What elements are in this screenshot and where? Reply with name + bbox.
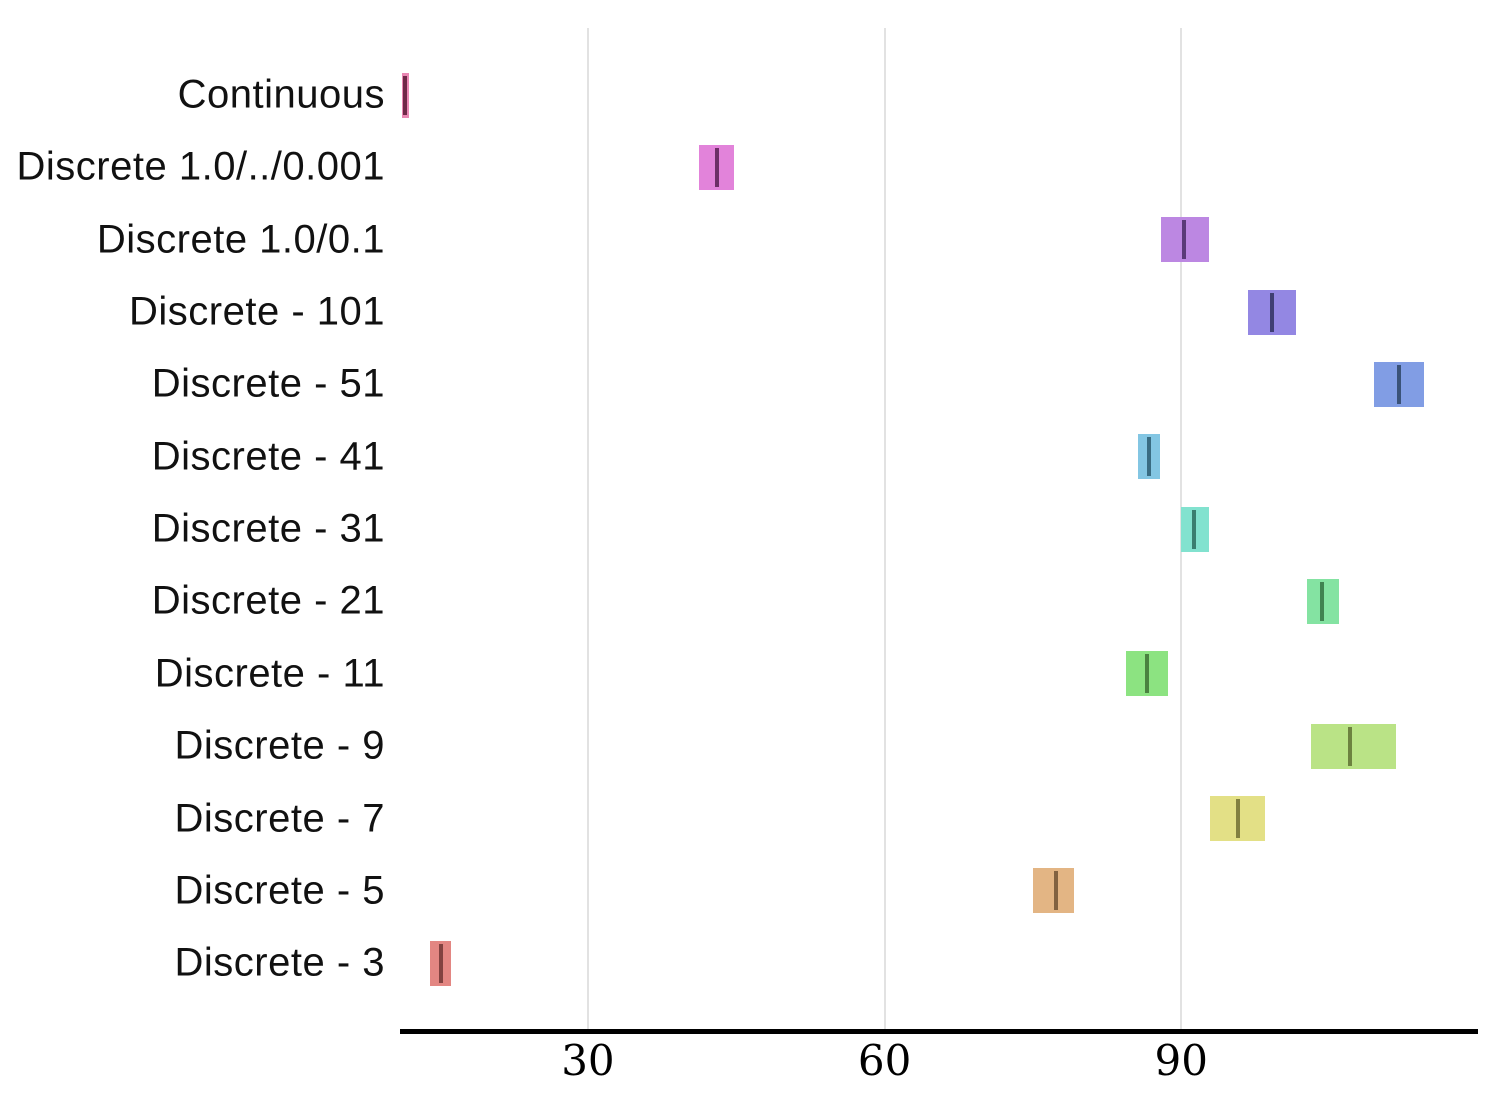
x-tick-label: 60 <box>857 1036 912 1085</box>
median-line <box>1146 437 1151 477</box>
category-label: Continuous <box>177 72 385 117</box>
x-axis-line <box>400 1029 1478 1034</box>
range-bar <box>1181 506 1209 552</box>
category-label: Discrete - 3 <box>174 940 385 985</box>
category-label: Discrete 1.0/0.1 <box>96 217 385 262</box>
category-label: Discrete - 5 <box>174 868 385 913</box>
range-bar <box>1306 578 1339 624</box>
median-line <box>1144 654 1149 694</box>
median-line <box>1182 220 1187 260</box>
category-label: Discrete - 9 <box>174 723 385 768</box>
median-line <box>402 75 407 115</box>
range-bar <box>1247 289 1296 335</box>
range-bar <box>1310 723 1396 769</box>
median-line <box>1192 509 1197 549</box>
range-bar <box>1209 796 1266 841</box>
range-bar <box>1374 361 1424 407</box>
median-line <box>1348 726 1353 766</box>
category-label: Discrete 1.0/../0.001 <box>16 144 385 189</box>
category-label: Discrete - 11 <box>154 651 385 696</box>
x-tick-label: 90 <box>1154 1036 1209 1085</box>
category-label: Discrete - 101 <box>129 289 385 334</box>
category-label: Discrete - 51 <box>151 361 385 406</box>
x-gridline <box>586 28 589 1029</box>
range-bar <box>402 72 409 118</box>
median-line <box>1235 799 1240 838</box>
median-line <box>1319 581 1324 621</box>
median-line <box>1053 871 1058 911</box>
category-label: Discrete - 21 <box>151 578 385 623</box>
median-line <box>1396 364 1401 404</box>
range-bar <box>1137 434 1160 480</box>
range-bar <box>429 940 452 986</box>
category-label: Discrete - 31 <box>151 506 385 551</box>
median-line <box>1270 292 1275 332</box>
median-line <box>438 943 443 983</box>
x-gridline <box>883 28 886 1029</box>
range-bar <box>1032 868 1075 914</box>
range-bar <box>698 144 735 190</box>
range-bar <box>1160 217 1209 263</box>
median-line <box>715 147 720 187</box>
range-bar <box>1125 651 1169 697</box>
x-tick-label: 30 <box>561 1036 615 1085</box>
category-label: Discrete - 41 <box>151 434 385 479</box>
category-label: Discrete - 7 <box>174 796 385 840</box>
